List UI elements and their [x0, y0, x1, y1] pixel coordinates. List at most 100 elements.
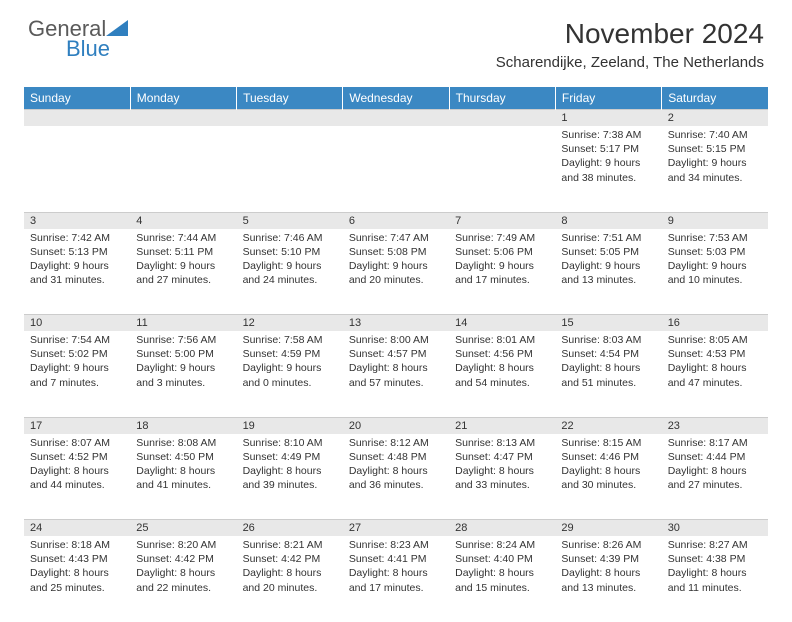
day-content-cell: Sunrise: 8:05 AMSunset: 4:53 PMDaylight:…	[662, 331, 768, 417]
sunrise-text: Sunrise: 7:54 AM	[30, 333, 124, 347]
daylight-text: Daylight: 8 hours and 30 minutes.	[561, 464, 655, 492]
sunrise-text: Sunrise: 8:26 AM	[561, 538, 655, 552]
daylight-text: Daylight: 8 hours and 54 minutes.	[455, 361, 549, 389]
day-number-cell: 27	[343, 520, 449, 537]
day-content-cell: Sunrise: 7:51 AMSunset: 5:05 PMDaylight:…	[555, 229, 661, 315]
sunset-text: Sunset: 5:02 PM	[30, 347, 124, 361]
sunset-text: Sunset: 4:44 PM	[668, 450, 762, 464]
sunrise-text: Sunrise: 7:47 AM	[349, 231, 443, 245]
day-content-cell	[237, 126, 343, 212]
location-label: Scharendijke, Zeeland, The Netherlands	[496, 54, 764, 71]
day-content-cell	[24, 126, 130, 212]
day-content-cell: Sunrise: 8:13 AMSunset: 4:47 PMDaylight:…	[449, 434, 555, 520]
sunrise-text: Sunrise: 8:07 AM	[30, 436, 124, 450]
day-number-cell: 8	[555, 212, 661, 229]
daylight-text: Daylight: 8 hours and 20 minutes.	[243, 566, 337, 594]
sunrise-text: Sunrise: 7:38 AM	[561, 128, 655, 142]
sunset-text: Sunset: 5:05 PM	[561, 245, 655, 259]
day-number-cell: 15	[555, 315, 661, 332]
calendar-body: 12 Sunrise: 7:38 AMSunset: 5:17 PMDaylig…	[24, 110, 768, 622]
sunset-text: Sunset: 4:54 PM	[561, 347, 655, 361]
day-number-cell	[343, 110, 449, 127]
daylight-text: Daylight: 8 hours and 41 minutes.	[136, 464, 230, 492]
sunset-text: Sunset: 4:53 PM	[668, 347, 762, 361]
day-number-cell	[24, 110, 130, 127]
daylight-text: Daylight: 8 hours and 57 minutes.	[349, 361, 443, 389]
daynum-row: 3456789	[24, 212, 768, 229]
day-content-cell: Sunrise: 8:26 AMSunset: 4:39 PMDaylight:…	[555, 536, 661, 622]
day-content-cell: Sunrise: 8:23 AMSunset: 4:41 PMDaylight:…	[343, 536, 449, 622]
day-content-cell: Sunrise: 7:42 AMSunset: 5:13 PMDaylight:…	[24, 229, 130, 315]
day-content-cell	[130, 126, 236, 212]
daylight-text: Daylight: 9 hours and 27 minutes.	[136, 259, 230, 287]
day-content-cell: Sunrise: 8:10 AMSunset: 4:49 PMDaylight:…	[237, 434, 343, 520]
sunset-text: Sunset: 4:46 PM	[561, 450, 655, 464]
sunrise-text: Sunrise: 7:58 AM	[243, 333, 337, 347]
daylight-text: Daylight: 9 hours and 3 minutes.	[136, 361, 230, 389]
day-number-cell: 13	[343, 315, 449, 332]
day-header: Friday	[555, 87, 661, 110]
daylight-text: Daylight: 9 hours and 31 minutes.	[30, 259, 124, 287]
sunrise-text: Sunrise: 7:49 AM	[455, 231, 549, 245]
sunset-text: Sunset: 4:47 PM	[455, 450, 549, 464]
day-content-cell: Sunrise: 8:18 AMSunset: 4:43 PMDaylight:…	[24, 536, 130, 622]
sunrise-text: Sunrise: 8:10 AM	[243, 436, 337, 450]
sunrise-text: Sunrise: 7:51 AM	[561, 231, 655, 245]
logo: General Blue	[28, 18, 128, 60]
daylight-text: Daylight: 9 hours and 24 minutes.	[243, 259, 337, 287]
sunset-text: Sunset: 4:59 PM	[243, 347, 337, 361]
day-number-cell: 11	[130, 315, 236, 332]
day-content-cell: Sunrise: 8:12 AMSunset: 4:48 PMDaylight:…	[343, 434, 449, 520]
daylight-text: Daylight: 8 hours and 11 minutes.	[668, 566, 762, 594]
sunrise-text: Sunrise: 8:17 AM	[668, 436, 762, 450]
sunset-text: Sunset: 4:39 PM	[561, 552, 655, 566]
daylight-text: Daylight: 9 hours and 34 minutes.	[668, 156, 762, 184]
sunset-text: Sunset: 5:00 PM	[136, 347, 230, 361]
sunrise-text: Sunrise: 8:18 AM	[30, 538, 124, 552]
sunrise-text: Sunrise: 7:44 AM	[136, 231, 230, 245]
day-content-cell	[449, 126, 555, 212]
daylight-text: Daylight: 8 hours and 25 minutes.	[30, 566, 124, 594]
daynum-row: 24252627282930	[24, 520, 768, 537]
sunset-text: Sunset: 4:49 PM	[243, 450, 337, 464]
day-number-cell: 25	[130, 520, 236, 537]
calendar-head: SundayMondayTuesdayWednesdayThursdayFrid…	[24, 87, 768, 110]
day-content-cell	[343, 126, 449, 212]
sunset-text: Sunset: 4:42 PM	[243, 552, 337, 566]
daylight-text: Daylight: 8 hours and 47 minutes.	[668, 361, 762, 389]
daylight-text: Daylight: 9 hours and 17 minutes.	[455, 259, 549, 287]
sunset-text: Sunset: 4:52 PM	[30, 450, 124, 464]
calendar-table: SundayMondayTuesdayWednesdayThursdayFrid…	[24, 87, 768, 622]
day-number-cell	[130, 110, 236, 127]
content-row: Sunrise: 7:38 AMSunset: 5:17 PM Daylight:…	[24, 126, 768, 212]
daylight-text: Daylight: 8 hours and 39 minutes.	[243, 464, 337, 492]
day-number-cell: 17	[24, 417, 130, 434]
sunset-text: Sunset: 4:43 PM	[30, 552, 124, 566]
sunset-text: Sunset: 5:17 PM	[561, 142, 655, 156]
sunrise-text: Sunrise: 7:46 AM	[243, 231, 337, 245]
day-number-cell	[237, 110, 343, 127]
sunrise-text: Sunrise: 8:21 AM	[243, 538, 337, 552]
sunrise-text: Sunrise: 8:00 AM	[349, 333, 443, 347]
day-content-cell: Sunrise: 7:54 AMSunset: 5:02 PMDaylight:…	[24, 331, 130, 417]
day-content-cell: Sunrise: 7:46 AMSunset: 5:10 PMDaylight:…	[237, 229, 343, 315]
day-header: Saturday	[662, 87, 768, 110]
daylight-text: Daylight: 9 hours and 10 minutes.	[668, 259, 762, 287]
daylight-text: Daylight: 8 hours and 15 minutes.	[455, 566, 549, 594]
sunrise-text: Sunrise: 8:05 AM	[668, 333, 762, 347]
sunrise-text: Sunrise: 8:23 AM	[349, 538, 443, 552]
day-number-cell: 20	[343, 417, 449, 434]
day-number-cell: 10	[24, 315, 130, 332]
day-content-cell: Sunrise: 8:01 AMSunset: 4:56 PMDaylight:…	[449, 331, 555, 417]
day-content-cell: Sunrise: 7:58 AMSunset: 4:59 PMDaylight:…	[237, 331, 343, 417]
day-number-cell: 24	[24, 520, 130, 537]
sunset-text: Sunset: 4:42 PM	[136, 552, 230, 566]
sunrise-text: Sunrise: 8:15 AM	[561, 436, 655, 450]
daylight-text: Daylight: 8 hours and 13 minutes.	[561, 566, 655, 594]
day-content-cell: Sunrise: 8:08 AMSunset: 4:50 PMDaylight:…	[130, 434, 236, 520]
daylight-text: Daylight: 9 hours and 0 minutes.	[243, 361, 337, 389]
sunset-text: Sunset: 4:38 PM	[668, 552, 762, 566]
sunrise-text: Sunrise: 8:13 AM	[455, 436, 549, 450]
day-header-row: SundayMondayTuesdayWednesdayThursdayFrid…	[24, 87, 768, 110]
day-content-cell: Sunrise: 8:24 AMSunset: 4:40 PMDaylight:…	[449, 536, 555, 622]
